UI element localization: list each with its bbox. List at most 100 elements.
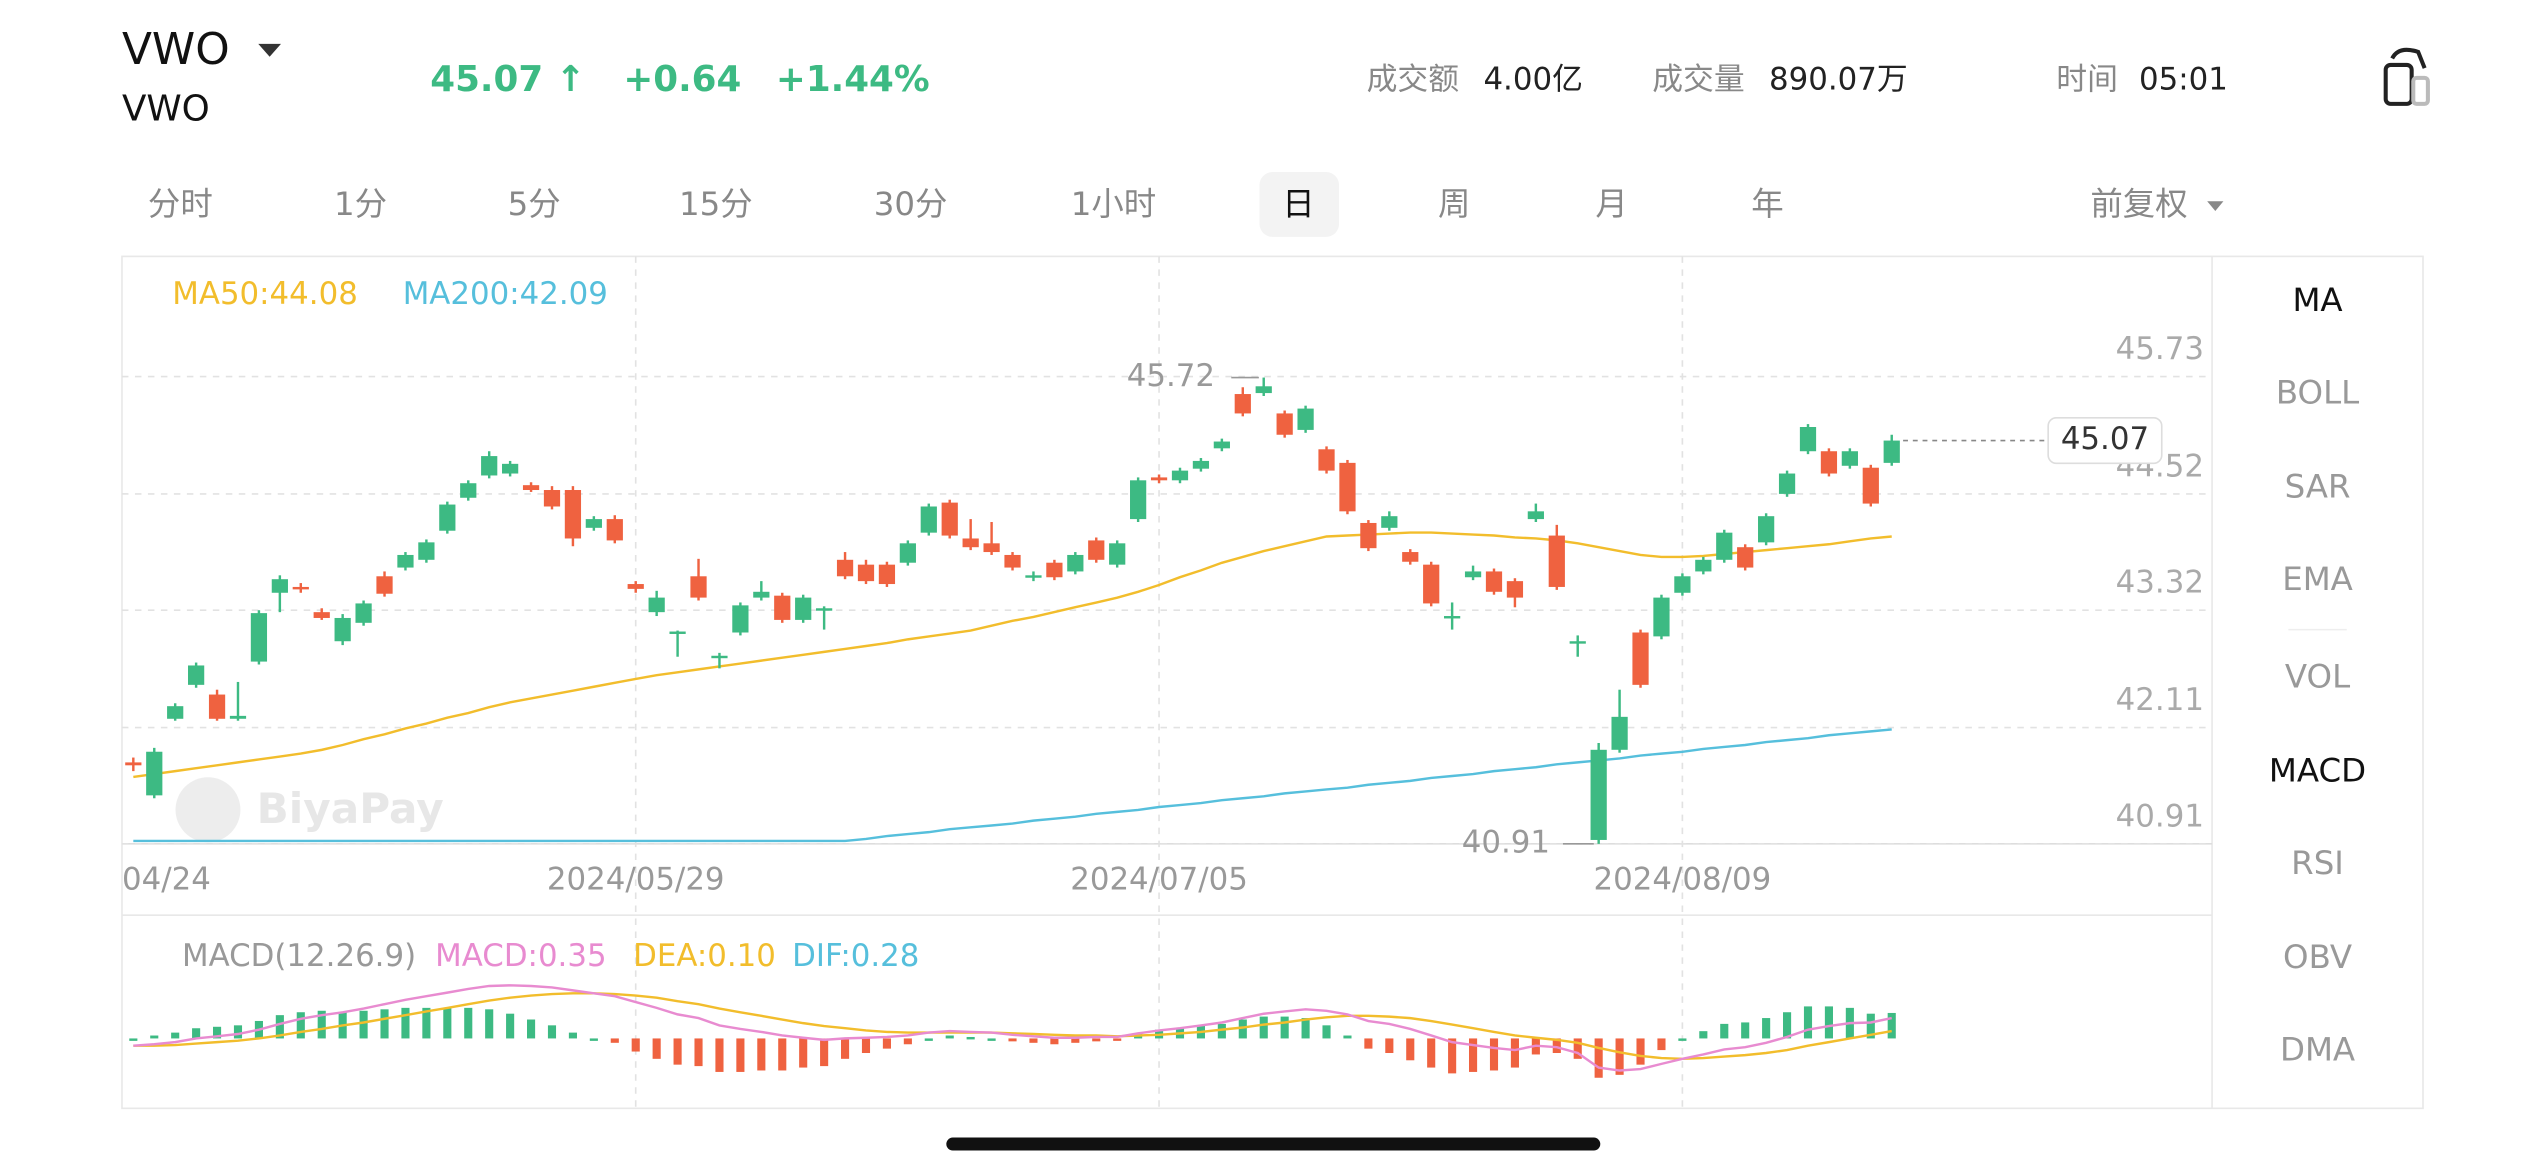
candle-body <box>1632 632 1649 685</box>
candle-body <box>334 617 351 642</box>
candle-body <box>857 564 875 582</box>
period-tab[interactable]: 5分 <box>508 185 561 223</box>
x-tick-label: 2024/07/05 <box>1070 862 1248 898</box>
candle-body <box>1820 451 1838 474</box>
candle-body <box>1444 616 1461 619</box>
macd-bar <box>422 1007 431 1039</box>
macd-bar <box>1364 1038 1373 1049</box>
indicator-tab[interactable]: EMA <box>2282 560 2353 598</box>
candle-body <box>669 631 686 634</box>
dropdown-icon[interactable] <box>258 43 281 57</box>
symbol[interactable]: VWO <box>122 24 230 75</box>
macd-bar <box>506 1013 515 1039</box>
indicator-tab[interactable]: MACD <box>2269 751 2366 789</box>
indicator-tab[interactable]: VOL <box>2285 657 2350 695</box>
home-indicator <box>946 1137 1601 1151</box>
macd-bar <box>1238 1019 1247 1039</box>
candle-body <box>1506 581 1524 598</box>
candle-body <box>1318 449 1335 471</box>
macd-bar <box>1406 1038 1415 1061</box>
macd-bar <box>401 1007 410 1039</box>
candle-body <box>878 564 896 585</box>
macd-bar <box>652 1038 661 1059</box>
macd-bar <box>1720 1023 1729 1039</box>
period-tab[interactable]: 分时 <box>148 185 213 223</box>
macd-bar <box>1615 1038 1624 1075</box>
macd-bar <box>547 1025 557 1039</box>
candle-body <box>920 506 937 533</box>
macd-bar <box>1259 1016 1268 1039</box>
candle-body <box>836 559 854 577</box>
candle-body <box>355 603 372 623</box>
period-tab[interactable]: 日 <box>1282 185 1314 223</box>
candle-body <box>1150 477 1168 481</box>
stat-value: 05:01 <box>2139 62 2228 98</box>
macd-bar <box>1678 1038 1687 1041</box>
period-tab[interactable]: 1分 <box>334 185 387 223</box>
legend-entry: MA50:44.08 <box>172 276 358 312</box>
macd-bar <box>1510 1038 1519 1068</box>
candle-body <box>774 595 791 620</box>
candle-body <box>962 538 979 548</box>
indicator-tab[interactable]: RSI <box>2291 844 2344 882</box>
candle-body <box>732 605 749 633</box>
macd-bar <box>778 1038 787 1071</box>
candle-body <box>564 490 582 539</box>
candle-body <box>1778 473 1796 494</box>
macd-line <box>133 992 1892 1061</box>
macd-title: MACD(12.26.9) <box>182 938 416 974</box>
dropdown-icon[interactable] <box>2207 201 2224 211</box>
candle-body <box>1695 559 1712 572</box>
indicator-tab[interactable]: MA <box>2292 281 2342 319</box>
candle-body <box>397 554 414 568</box>
macd-bar <box>275 1015 284 1039</box>
candle-body <box>1192 460 1210 469</box>
macd-bar <box>568 1032 577 1039</box>
candle-body <box>648 597 665 613</box>
candle-body <box>606 519 623 541</box>
macd-bar <box>1280 1016 1289 1039</box>
rotate-icon[interactable] <box>2383 47 2430 106</box>
macd-bar <box>1636 1038 1645 1065</box>
change-pct: +1.44% <box>776 59 930 100</box>
candle-body <box>146 751 163 796</box>
candle-body <box>1171 470 1189 481</box>
indicator-tab[interactable]: OBV <box>2283 938 2352 976</box>
macd-bar <box>1008 1038 1017 1042</box>
stat-label: 成交量 <box>1652 62 1745 98</box>
candle-body <box>1004 554 1021 568</box>
candle-body <box>1297 408 1314 430</box>
macd-bar <box>1824 1006 1833 1039</box>
macd-bar <box>129 1038 138 1041</box>
macd-bar <box>171 1032 180 1039</box>
period-tab[interactable]: 30分 <box>874 185 948 223</box>
candle-body <box>1109 543 1126 565</box>
indicator-tab[interactable]: DMA <box>2280 1031 2355 1069</box>
macd-bar <box>1050 1038 1059 1045</box>
macd-bar <box>694 1038 703 1067</box>
period-tab[interactable]: 年 <box>1751 185 1783 223</box>
macd-bar <box>233 1025 243 1039</box>
macd-bar <box>1657 1038 1666 1051</box>
high-label: 45.72 <box>1127 358 1215 394</box>
candle-body <box>627 584 644 589</box>
indicator-tab[interactable]: SAR <box>2285 467 2351 505</box>
stat-value: 890.07万 <box>1769 62 1908 98</box>
candle-body <box>125 762 142 766</box>
stat-label: 时间 <box>2056 62 2118 98</box>
indicator-tab[interactable]: BOLL <box>2276 373 2359 411</box>
macd-bar <box>1322 1025 1331 1039</box>
period-tab[interactable]: 周 <box>1438 185 1470 223</box>
panel-border <box>121 255 2424 1110</box>
candle-body <box>1381 516 1398 528</box>
macd-bar <box>1427 1038 1436 1068</box>
macd-bar <box>359 1010 368 1039</box>
adjust-tab[interactable]: 前复权 <box>2090 185 2187 223</box>
period-tab[interactable]: 1小时 <box>1071 185 1157 223</box>
macd-bar <box>736 1038 745 1072</box>
y-tick-label: 40.91 <box>2116 798 2204 834</box>
macd-bar <box>799 1038 808 1068</box>
period-tab[interactable]: 15分 <box>679 185 753 223</box>
period-tab[interactable]: 月 <box>1595 185 1627 223</box>
